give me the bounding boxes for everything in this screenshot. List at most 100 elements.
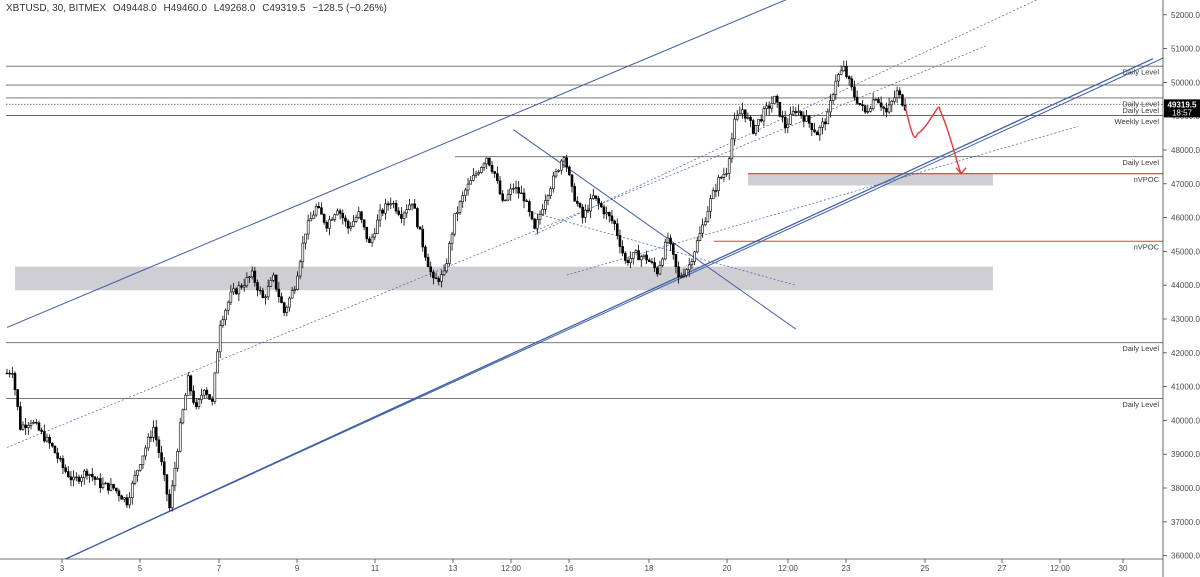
candle-body [408,204,411,211]
price-change: −128.5 (−0.26%) [312,3,387,14]
candle-body [237,285,241,295]
candle-body [482,163,486,168]
candle-body [11,373,14,375]
price-tick-label: 44000.0 [1171,281,1200,290]
candle-body [544,200,547,210]
candle-body [298,261,302,277]
candle-body [775,95,779,103]
channel-midline [566,125,1079,276]
candle-body [629,258,632,264]
candle-body [341,212,345,219]
candle-body [240,285,243,288]
major-trendline [65,58,1154,559]
candle-body [53,445,57,454]
candle-body [472,175,475,181]
candle-body [464,189,467,196]
candle-body [421,228,425,248]
candle-body [346,220,350,229]
candle-body [424,246,427,258]
candle-body [901,94,904,106]
candle-body [208,394,211,400]
price-tick-label: 40000.0 [1171,416,1200,425]
candle-body [615,223,619,236]
candle-body [269,280,273,287]
candle-body [666,237,670,243]
candle-body [282,302,286,313]
candle-body [669,237,672,245]
price-tick-label: 38000.0 [1171,484,1200,493]
candle-body [453,213,457,235]
candle-body [869,108,872,112]
candle-body [623,252,627,261]
candle-body [106,482,110,491]
candle-body [746,116,750,119]
candle-body [120,495,123,500]
candle-body [381,209,385,214]
candle-body [416,208,419,228]
candle-body [874,99,878,101]
projection-path [904,105,962,174]
candle-body [304,233,307,244]
candle-body [29,422,33,426]
candle-body [749,116,752,121]
time-tick-label: 7 [217,564,222,573]
candle-body [258,289,262,292]
candle-body [170,485,174,509]
candle-body [440,274,443,282]
candle-body [709,198,712,212]
candle-body [221,319,225,326]
candle-body [176,451,179,469]
candle-body [125,497,129,506]
candle-body [477,172,481,175]
channel-line [6,0,787,328]
candle-body [40,429,43,432]
candle-body [333,214,337,220]
candle-body [400,214,403,219]
candle-body [45,437,49,442]
candle-body [485,157,489,165]
candle-body [610,215,614,222]
candle-body [85,470,89,476]
candle-body [861,104,864,106]
candle-body [866,111,870,113]
candle-body [362,219,366,228]
price-tick-label: 52000.0 [1171,11,1200,20]
candle-body [634,250,638,253]
candle-body [146,436,150,449]
candle-body [898,90,902,95]
candle-body [357,211,361,218]
candle-body [280,296,283,304]
candle-body [72,476,75,481]
candle-body [218,325,222,353]
candle-body [717,177,720,191]
candle-body [757,119,760,126]
candle-body [429,266,433,273]
candle-body [871,99,875,109]
candle-body [432,271,435,279]
candle-body [741,109,744,115]
candle-body [850,78,854,88]
candle-body [213,372,217,402]
candle-body [528,201,531,212]
candle-body [488,157,491,166]
candle-body [266,286,270,298]
candle-body [815,131,819,136]
candle-body [698,232,702,242]
candle-body [160,452,163,463]
candle-body [338,210,342,214]
candle-body [786,123,790,128]
candle-body [533,218,536,229]
candle-body [445,263,449,272]
channel-midline [6,44,988,448]
candle-body [778,101,782,117]
candle-body [133,474,137,484]
candle-body [226,301,230,311]
price-tick-label: 36000.0 [1171,552,1200,561]
candle-body [256,282,259,291]
candle-body [549,188,552,197]
time-tick-label: 16 [565,564,574,573]
channel-line [513,129,797,330]
candle-body [96,478,99,480]
